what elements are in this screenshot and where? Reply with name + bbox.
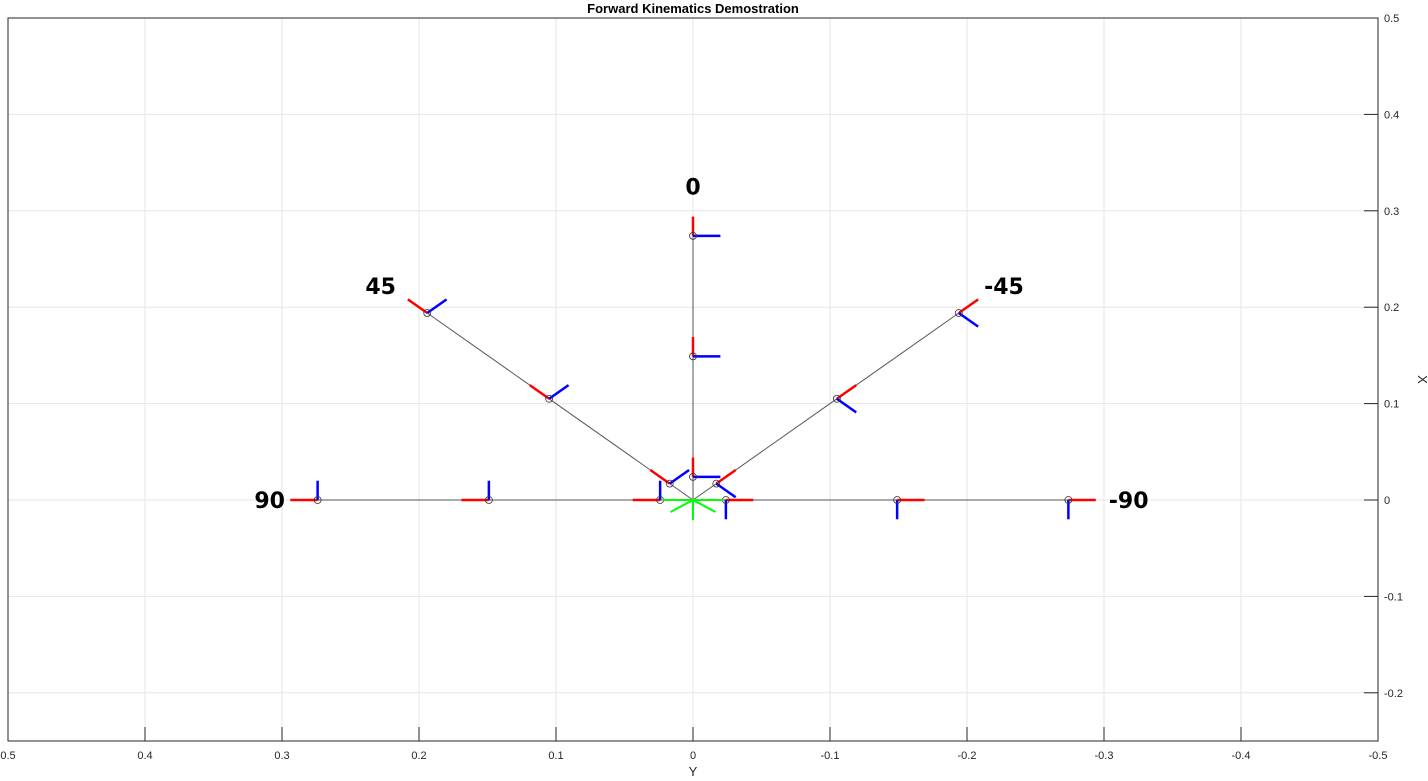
y-axis-label: X xyxy=(1415,375,1428,384)
base-axis xyxy=(670,499,694,513)
y-tick-label: 0 xyxy=(1384,495,1390,507)
joint-marker xyxy=(689,231,697,240)
y-tick-label: 0.2 xyxy=(1384,302,1399,314)
joint-x-axis xyxy=(529,384,550,400)
joint-marker xyxy=(545,394,554,403)
joint-x-axis xyxy=(958,298,979,315)
x-tick-label: 0 xyxy=(690,750,696,762)
joint-x-axis xyxy=(649,468,671,485)
link-chain xyxy=(692,312,960,501)
joint-frames xyxy=(290,216,1096,520)
y-tick-label: 0.5 xyxy=(1384,13,1399,25)
joint-y-axis xyxy=(668,468,690,485)
joint-marker xyxy=(1064,496,1073,504)
joint-y-axis xyxy=(836,397,857,414)
joint-marker xyxy=(954,309,963,317)
joint-y-axis xyxy=(426,298,448,315)
joint-marker xyxy=(712,479,721,488)
joint-marker xyxy=(689,352,697,361)
annotations: 0 45 -45 90 -90 xyxy=(254,176,1148,514)
joint-y-axis xyxy=(548,384,570,400)
x-tick-label: 0.5 xyxy=(0,750,15,762)
joint-x-axis xyxy=(715,468,737,485)
y-tick-label: 0.3 xyxy=(1384,206,1399,218)
x-tick-label: 0.1 xyxy=(548,750,563,762)
joint-marker xyxy=(832,394,841,403)
joint-marker xyxy=(423,309,432,317)
angle-label: 0 xyxy=(685,176,700,201)
link-chain xyxy=(426,312,694,501)
joint-y-axis xyxy=(958,311,979,328)
joint-marker xyxy=(689,472,697,481)
angle-label: -45 xyxy=(984,275,1024,300)
base-axis xyxy=(692,499,716,513)
x-tick-label: -0.1 xyxy=(821,750,840,762)
x-tick-label: 0.4 xyxy=(137,750,152,762)
y-tick-label: 0.1 xyxy=(1384,399,1399,411)
joint-marker xyxy=(893,496,902,504)
x-tick-label: -0.3 xyxy=(1095,750,1114,762)
chart-title: Forward Kinematics Demostration xyxy=(587,1,799,16)
base-frame xyxy=(663,499,723,520)
joint-marker xyxy=(313,496,322,504)
angle-label: 45 xyxy=(365,275,396,300)
x-axis-label: Y xyxy=(689,764,698,779)
x-tick-label: -0.5 xyxy=(1369,750,1388,762)
x-tick-label: -0.4 xyxy=(1232,750,1251,762)
x-tick-label: 0.2 xyxy=(411,750,426,762)
joint-marker xyxy=(665,479,674,488)
joint-x-axis xyxy=(836,384,857,400)
angle-label: -90 xyxy=(1109,489,1149,514)
y-tick-label: -0.2 xyxy=(1384,688,1403,700)
joint-x-axis xyxy=(407,298,428,315)
y-tick-label: 0.4 xyxy=(1384,109,1399,121)
joint-y-axis xyxy=(715,482,737,499)
angle-label: 90 xyxy=(254,489,285,514)
x-tick-label: 0.3 xyxy=(274,750,289,762)
ticks: 0.5 0.4 0.3 0.2 0.1 0 -0.1 -0.2 -0.3 -0.4 -0.5 -0.2… xyxy=(0,13,1403,762)
x-tick-label: -0.2 xyxy=(958,750,977,762)
joint-marker xyxy=(484,496,493,504)
y-tick-label: -0.1 xyxy=(1384,591,1403,603)
